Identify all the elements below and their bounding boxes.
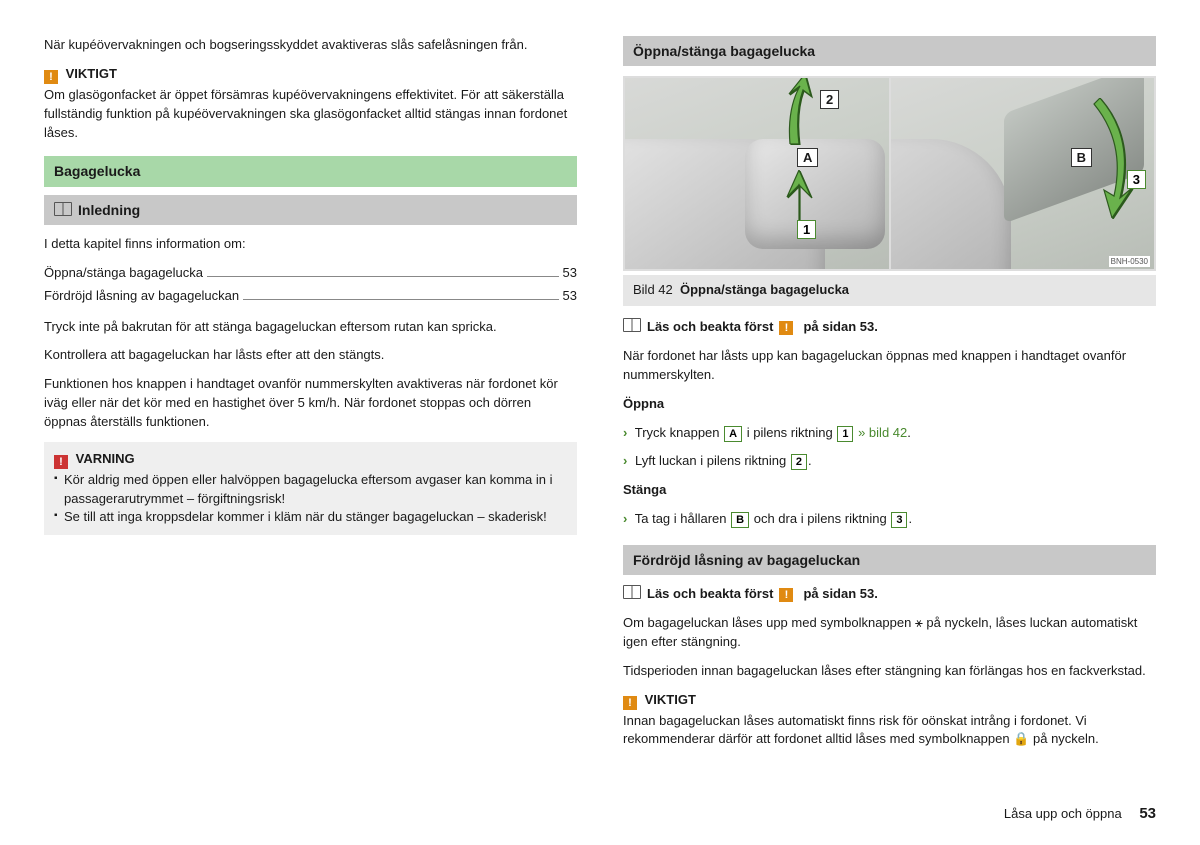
figure-panel-right: B 3 BNH-0530 (891, 78, 1155, 269)
book-icon (623, 585, 641, 604)
open-head: Öppna (623, 395, 1156, 414)
toc-intro: I detta kapitel finns information om: (44, 235, 577, 254)
alert-icon: ! (54, 455, 68, 469)
warning-item: Kör aldrig med öppen eller halvöppen bag… (54, 471, 567, 509)
figure-panel-left: 2 A 1 (625, 78, 889, 269)
left-column: När kupéövervakningen och bogseringsskyd… (44, 36, 577, 783)
section-open-close: Öppna/stänga bagagelucka (623, 36, 1156, 66)
varning-heading: ! VARNING (54, 450, 567, 469)
read-first-line: Läs och beakta först ! på sidan 53. (623, 318, 1156, 337)
close-step-1: Ta tag i hållaren B och dra i pilens rik… (623, 510, 1156, 529)
right-column: Öppna/stänga bagagelucka 2 A 1 B 3 BNH-0… (623, 36, 1156, 783)
page-number: 53 (1139, 805, 1156, 822)
body-p1: Tryck inte på bakrutan för att stänga ba… (44, 318, 577, 337)
intro-right: När fordonet har låsts upp kan bagageluc… (623, 347, 1156, 385)
delay-p1: Om bagageluckan låses upp med symbolknap… (623, 614, 1156, 652)
book-icon (54, 200, 72, 220)
toc-row: Fördröjd låsning av bagageluckan 53 (44, 287, 577, 306)
figure-code: BNH-0530 (1109, 256, 1150, 268)
body-p2: Kontrollera att bagageluckan har låsts e… (44, 346, 577, 365)
close-head: Stänga (623, 481, 1156, 500)
page-footer: Låsa upp och öppna 53 (44, 783, 1156, 825)
warning-icon: ! (44, 70, 58, 84)
open-step-2: Lyft luckan i pilens riktning 2. (623, 452, 1156, 471)
open-step-1: Tryck knappen A i pilens riktning 1 » bi… (623, 424, 1156, 443)
callout-2: 2 (820, 90, 839, 109)
book-icon (623, 318, 641, 337)
viktigt-body: Om glasögonfacket är öppet försämras kup… (44, 86, 577, 143)
callout-a: A (797, 148, 818, 167)
callout-b: B (1071, 148, 1092, 167)
footer-section: Låsa upp och öppna (1004, 806, 1122, 821)
delay-p2: Tidsperioden innan bagageluckan låses ef… (623, 662, 1156, 681)
callout-3: 3 (1127, 170, 1146, 189)
figure-42: 2 A 1 B 3 BNH-0530 (623, 76, 1156, 271)
body-p3: Funktionen hos knappen i handtaget ovanf… (44, 375, 577, 432)
warning-icon: ! (779, 321, 793, 335)
toc-row: Öppna/stänga bagagelucka 53 (44, 264, 577, 283)
read-first-line: Läs och beakta först ! på sidan 53. (623, 585, 1156, 604)
warning-item: Se till att inga kroppsdelar kommer i kl… (54, 508, 567, 527)
section-bagagelucka: Bagagelucka (44, 156, 577, 186)
viktigt-heading: ! VIKTIGT (44, 65, 577, 84)
figure-caption: Bild 42 Öppna/stänga bagagelucka (623, 275, 1156, 306)
warning-icon: ! (623, 696, 637, 710)
warning-box: ! VARNING Kör aldrig med öppen eller hal… (44, 442, 577, 536)
viktigt-heading: ! VIKTIGT (623, 691, 1156, 710)
delay-warn: Innan bagageluckan låses automatiskt fin… (623, 712, 1156, 750)
callout-1: 1 (797, 220, 816, 239)
warning-icon: ! (779, 588, 793, 602)
section-inledning: Inledning (44, 195, 577, 225)
section-delayed-lock: Fördröjd låsning av bagageluckan (623, 545, 1156, 575)
intro-paragraph: När kupéövervakningen och bogseringsskyd… (44, 36, 577, 55)
